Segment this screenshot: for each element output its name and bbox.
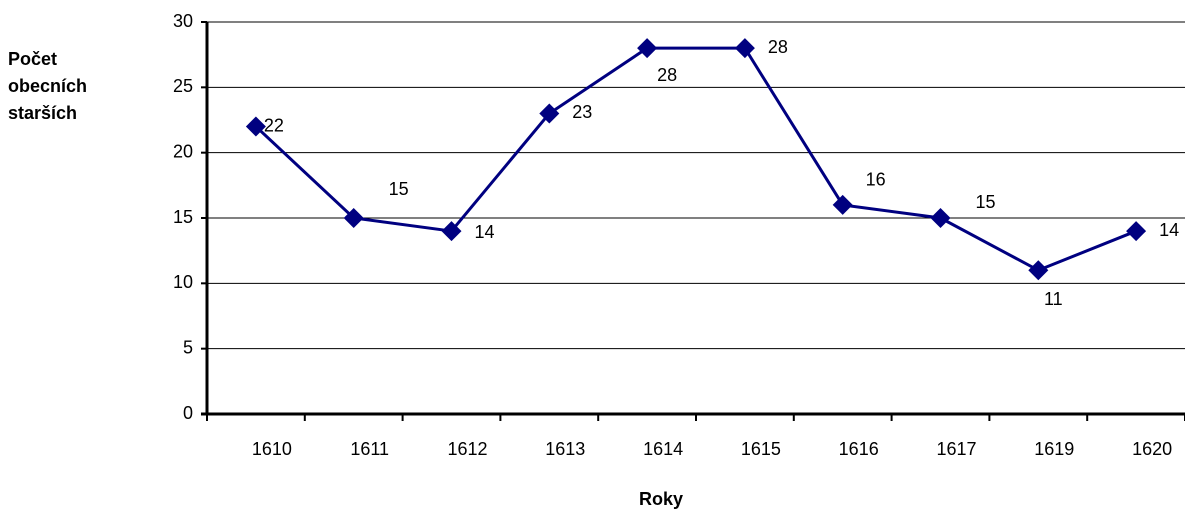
data-label: 16: [866, 170, 886, 190]
marker: [832, 194, 853, 215]
y-tick-label: 20: [173, 141, 193, 161]
marker: [539, 103, 560, 124]
x-tick-label: 1615: [741, 439, 781, 459]
line: [254, 46, 1137, 272]
x-tick-label: 1620: [1132, 439, 1172, 459]
marker: [930, 208, 951, 228]
data-label: 14: [1159, 220, 1179, 240]
x-tick-label: 1611: [350, 439, 389, 459]
y-axis-label: Počet: [8, 49, 57, 69]
data-label: 14: [474, 222, 494, 242]
data-label: 15: [975, 192, 995, 212]
data-label: 28: [768, 37, 788, 57]
y-tick-label: 15: [173, 207, 193, 227]
y-tick-label: 5: [183, 337, 193, 357]
data-label: 11: [1044, 289, 1063, 309]
y-tick-label: 30: [173, 11, 193, 31]
x-tick-label: 1616: [839, 439, 879, 459]
x-tick-label: 1612: [447, 439, 487, 459]
y-axis-label: starších: [8, 103, 77, 123]
marker: [441, 221, 462, 242]
y-tick-label: 0: [183, 403, 193, 423]
marker: [1126, 221, 1147, 242]
x-tick-label: 1619: [1034, 439, 1074, 459]
data-label: 22: [264, 115, 284, 135]
marker: [245, 116, 266, 137]
x-tick-label: 1614: [643, 439, 683, 459]
marker: [637, 38, 658, 59]
y-tick-label: 25: [173, 76, 193, 96]
data-label: 15: [389, 179, 409, 199]
data-label: 23: [572, 102, 592, 122]
x-tick-label: 1617: [936, 439, 976, 459]
x-tick-label: 1610: [252, 439, 292, 459]
marker: [1028, 260, 1049, 281]
data-label: 28: [657, 65, 677, 85]
x-tick-label: 1613: [545, 439, 585, 459]
y-tick-label: 10: [173, 272, 193, 292]
y-axis-label: obecních: [8, 76, 87, 96]
marker: [734, 38, 755, 59]
marker: [343, 208, 364, 228]
x-axis-label: Roky: [639, 489, 683, 509]
